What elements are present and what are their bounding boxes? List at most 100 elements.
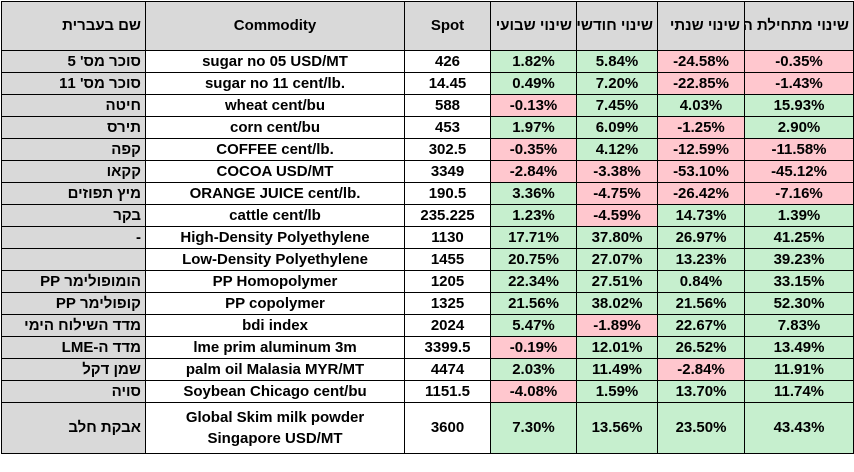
cell-monthly-change: 27.07% bbox=[576, 248, 658, 271]
cell-yearly-change: 26.97% bbox=[657, 226, 745, 249]
cell-commodity: PP copolymer bbox=[145, 292, 405, 315]
table-row: - High-Density Polyethylene 1130 17.71% 37.8… bbox=[1, 226, 854, 249]
cell-monthly-change: -1.89% bbox=[576, 314, 658, 337]
cell-yearly-change: -53.10% bbox=[657, 160, 745, 183]
cell-yearly-change: -12.59% bbox=[657, 138, 745, 161]
cell-hebrew-name: סוכר מס' 5 bbox=[1, 50, 146, 73]
cell-monthly-change: 12.01% bbox=[576, 336, 658, 359]
table-row: קופולימר PP PP copolymer 1325 21.56% 38.02% 2… bbox=[1, 292, 854, 315]
cell-ytd-change: -45.12% bbox=[744, 160, 854, 183]
cell-monthly-change: -4.59% bbox=[576, 204, 658, 227]
cell-weekly-change: -0.35% bbox=[490, 138, 577, 161]
cell-hebrew-name: הומופולימר PP bbox=[1, 270, 146, 293]
cell-ytd-change: -1.43% bbox=[744, 72, 854, 95]
cell-hebrew-name: קופולימר PP bbox=[1, 292, 146, 315]
cell-ytd-change: -0.35% bbox=[744, 50, 854, 73]
cell-hebrew-name: מדד ה-LME bbox=[1, 336, 146, 359]
cell-monthly-change: 5.84% bbox=[576, 50, 658, 73]
header-commodity: Commodity bbox=[145, 1, 405, 51]
cell-commodity: palm oil Malasia MYR/MT bbox=[145, 358, 405, 381]
cell-hebrew-name: סוכר מס' 11 bbox=[1, 72, 146, 95]
cell-hebrew-name: - bbox=[1, 226, 146, 249]
cell-hebrew-name: שמן דקל bbox=[1, 358, 146, 381]
cell-hebrew-name: מדד השילוח הימי bbox=[1, 314, 146, 337]
cell-weekly-change: 20.75% bbox=[490, 248, 577, 271]
cell-spot: 235.225 bbox=[404, 204, 491, 227]
cell-monthly-change: 1.59% bbox=[576, 380, 658, 403]
cell-monthly-change: 11.49% bbox=[576, 358, 658, 381]
cell-spot: 1205 bbox=[404, 270, 491, 293]
cell-spot: 1151.5 bbox=[404, 380, 491, 403]
cell-monthly-change: 27.51% bbox=[576, 270, 658, 293]
cell-yearly-change: 0.84% bbox=[657, 270, 745, 293]
cell-weekly-change: 5.47% bbox=[490, 314, 577, 337]
cell-yearly-change: -1.25% bbox=[657, 116, 745, 139]
table-row: אבקת חלב Global Skim milk powder Singapor… bbox=[1, 402, 854, 454]
cell-spot: 3349 bbox=[404, 160, 491, 183]
header-hebrew-name: שם בעברית bbox=[1, 1, 146, 51]
header-spot: Spot bbox=[404, 1, 491, 51]
cell-commodity: COFFEE cent/lb. bbox=[145, 138, 405, 161]
cell-yearly-change: 4.03% bbox=[657, 94, 745, 117]
commodities-table: שם בעברית Commodity Spot שינוי שבועי שינ… bbox=[1, 1, 854, 454]
cell-spot: 1130 bbox=[404, 226, 491, 249]
cell-ytd-change: 52.30% bbox=[744, 292, 854, 315]
cell-hebrew-name: אבקת חלב bbox=[1, 402, 146, 454]
table-row: סויה Soybean Chicago cent/bu 1151.5 -4.08% 1… bbox=[1, 380, 854, 403]
cell-weekly-change: 1.97% bbox=[490, 116, 577, 139]
cell-yearly-change: -26.42% bbox=[657, 182, 745, 205]
cell-spot: 453 bbox=[404, 116, 491, 139]
table-row: תירס corn cent/bu 453 1.97% 6.09% -1.25% 2.90% bbox=[1, 116, 854, 139]
cell-weekly-change: 21.56% bbox=[490, 292, 577, 315]
cell-commodity: Low-Density Polyethylene bbox=[145, 248, 405, 271]
cell-monthly-change: 7.20% bbox=[576, 72, 658, 95]
header-ytd-change: שינוי מתחילת השנה bbox=[744, 1, 854, 51]
cell-monthly-change: 4.12% bbox=[576, 138, 658, 161]
cell-commodity: lme prim aluminum 3m bbox=[145, 336, 405, 359]
cell-weekly-change: 7.30% bbox=[490, 402, 577, 454]
cell-ytd-change: 7.83% bbox=[744, 314, 854, 337]
table-row: בקר cattle cent/lb 235.225 1.23% -4.59% 14.73… bbox=[1, 204, 854, 227]
table-row: מדד ה-LME lme prim aluminum 3m 3399.5 -0.19… bbox=[1, 336, 854, 359]
cell-monthly-change: 7.45% bbox=[576, 94, 658, 117]
cell-weekly-change: 0.49% bbox=[490, 72, 577, 95]
cell-yearly-change: 14.73% bbox=[657, 204, 745, 227]
cell-hebrew-name: חיטה bbox=[1, 94, 146, 117]
cell-yearly-change: -2.84% bbox=[657, 358, 745, 381]
cell-weekly-change: 3.36% bbox=[490, 182, 577, 205]
cell-commodity: sugar no 11 cent/lb. bbox=[145, 72, 405, 95]
cell-commodity: wheat cent/bu bbox=[145, 94, 405, 117]
cell-ytd-change: 41.25% bbox=[744, 226, 854, 249]
cell-yearly-change: 21.56% bbox=[657, 292, 745, 315]
cell-weekly-change: 17.71% bbox=[490, 226, 577, 249]
cell-weekly-change: 22.34% bbox=[490, 270, 577, 293]
cell-commodity: Soybean Chicago cent/bu bbox=[145, 380, 405, 403]
cell-commodity: COCOA USD/MT bbox=[145, 160, 405, 183]
cell-monthly-change: -3.38% bbox=[576, 160, 658, 183]
cell-hebrew-name bbox=[1, 248, 146, 271]
cell-weekly-change: 1.23% bbox=[490, 204, 577, 227]
cell-commodity: bdi index bbox=[145, 314, 405, 337]
cell-ytd-change: 2.90% bbox=[744, 116, 854, 139]
cell-weekly-change: -0.13% bbox=[490, 94, 577, 117]
cell-yearly-change: 13.70% bbox=[657, 380, 745, 403]
cell-monthly-change: -4.75% bbox=[576, 182, 658, 205]
cell-ytd-change: 33.15% bbox=[744, 270, 854, 293]
cell-yearly-change: 26.52% bbox=[657, 336, 745, 359]
cell-commodity: corn cent/bu bbox=[145, 116, 405, 139]
cell-yearly-change: -22.85% bbox=[657, 72, 745, 95]
cell-hebrew-name: קקאו bbox=[1, 160, 146, 183]
table-row: קפה COFFEE cent/lb. 302.5 -0.35% 4.12% -12.59… bbox=[1, 138, 854, 161]
cell-ytd-change: 1.39% bbox=[744, 204, 854, 227]
cell-monthly-change: 6.09% bbox=[576, 116, 658, 139]
cell-spot: 426 bbox=[404, 50, 491, 73]
cell-spot: 3399.5 bbox=[404, 336, 491, 359]
cell-yearly-change: 23.50% bbox=[657, 402, 745, 454]
header-row: שם בעברית Commodity Spot שינוי שבועי שינ… bbox=[1, 1, 854, 51]
cell-spot: 302.5 bbox=[404, 138, 491, 161]
cell-weekly-change: -0.19% bbox=[490, 336, 577, 359]
cell-hebrew-name: מיץ תפוזים bbox=[1, 182, 146, 205]
cell-ytd-change: 15.93% bbox=[744, 94, 854, 117]
table-row: Low-Density Polyethylene 1455 20.75% 27.07%… bbox=[1, 248, 854, 271]
cell-hebrew-name: תירס bbox=[1, 116, 146, 139]
